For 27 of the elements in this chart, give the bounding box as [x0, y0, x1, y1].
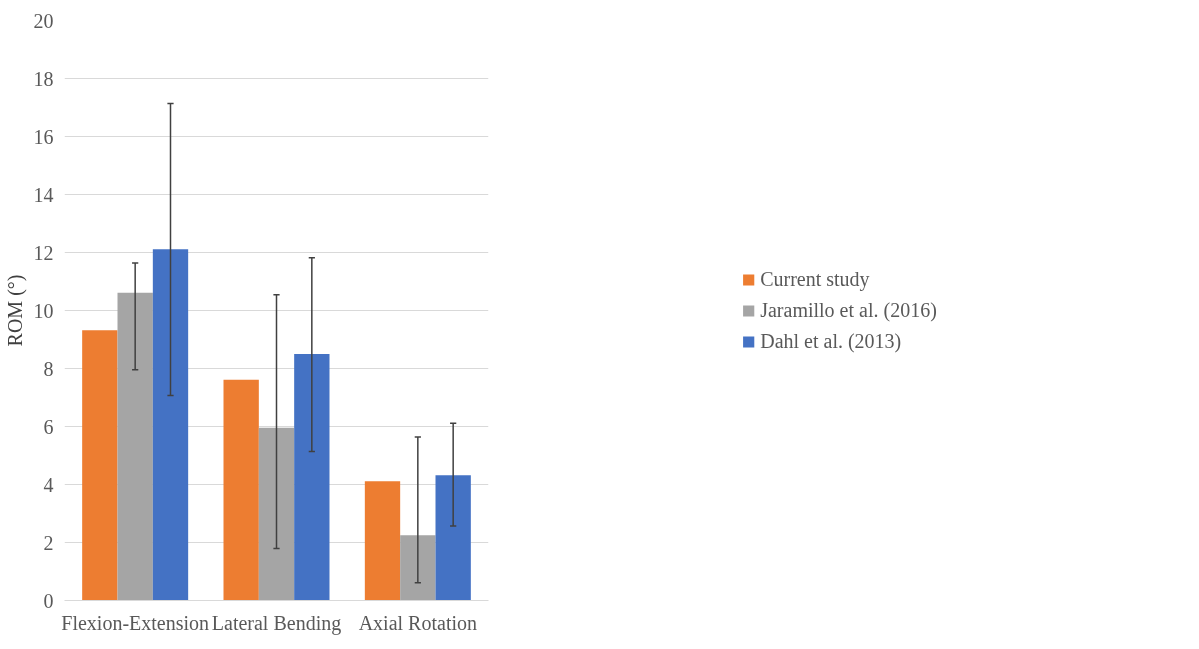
- bar: [364, 481, 401, 601]
- bar: [117, 292, 153, 601]
- bar: [152, 249, 189, 601]
- y-tick-label: 6: [43, 415, 54, 438]
- y-tick-label: 14: [33, 183, 54, 206]
- bar: [435, 475, 471, 601]
- y-tick-label: 8: [43, 357, 54, 380]
- x-tick-label: Flexion-Extension: [61, 611, 210, 634]
- y-tick-label: 2: [43, 531, 54, 554]
- y-tick-label: 20: [33, 9, 54, 32]
- y-tick-label: 18: [33, 67, 54, 90]
- bar: [400, 535, 436, 601]
- legend-label: Current study: [760, 267, 870, 291]
- bar: [82, 330, 118, 601]
- y-tick-label: 12: [33, 241, 54, 264]
- x-tick-label: Axial Rotation: [358, 611, 477, 634]
- y-tick-label: 10: [33, 299, 54, 322]
- y-tick-label: 0: [43, 589, 54, 612]
- legend-label: Dahl et al. (2013): [760, 329, 902, 353]
- y-tick-label: 16: [33, 125, 54, 148]
- y-axis-title: ROM (°): [3, 274, 27, 347]
- bar: [223, 379, 259, 601]
- legend-label: Jaramillo et al. (2016): [760, 298, 937, 322]
- bar: [258, 427, 295, 601]
- x-tick-label: Lateral Bending: [211, 611, 342, 635]
- bar: [294, 354, 330, 601]
- y-tick-label: 4: [43, 473, 54, 496]
